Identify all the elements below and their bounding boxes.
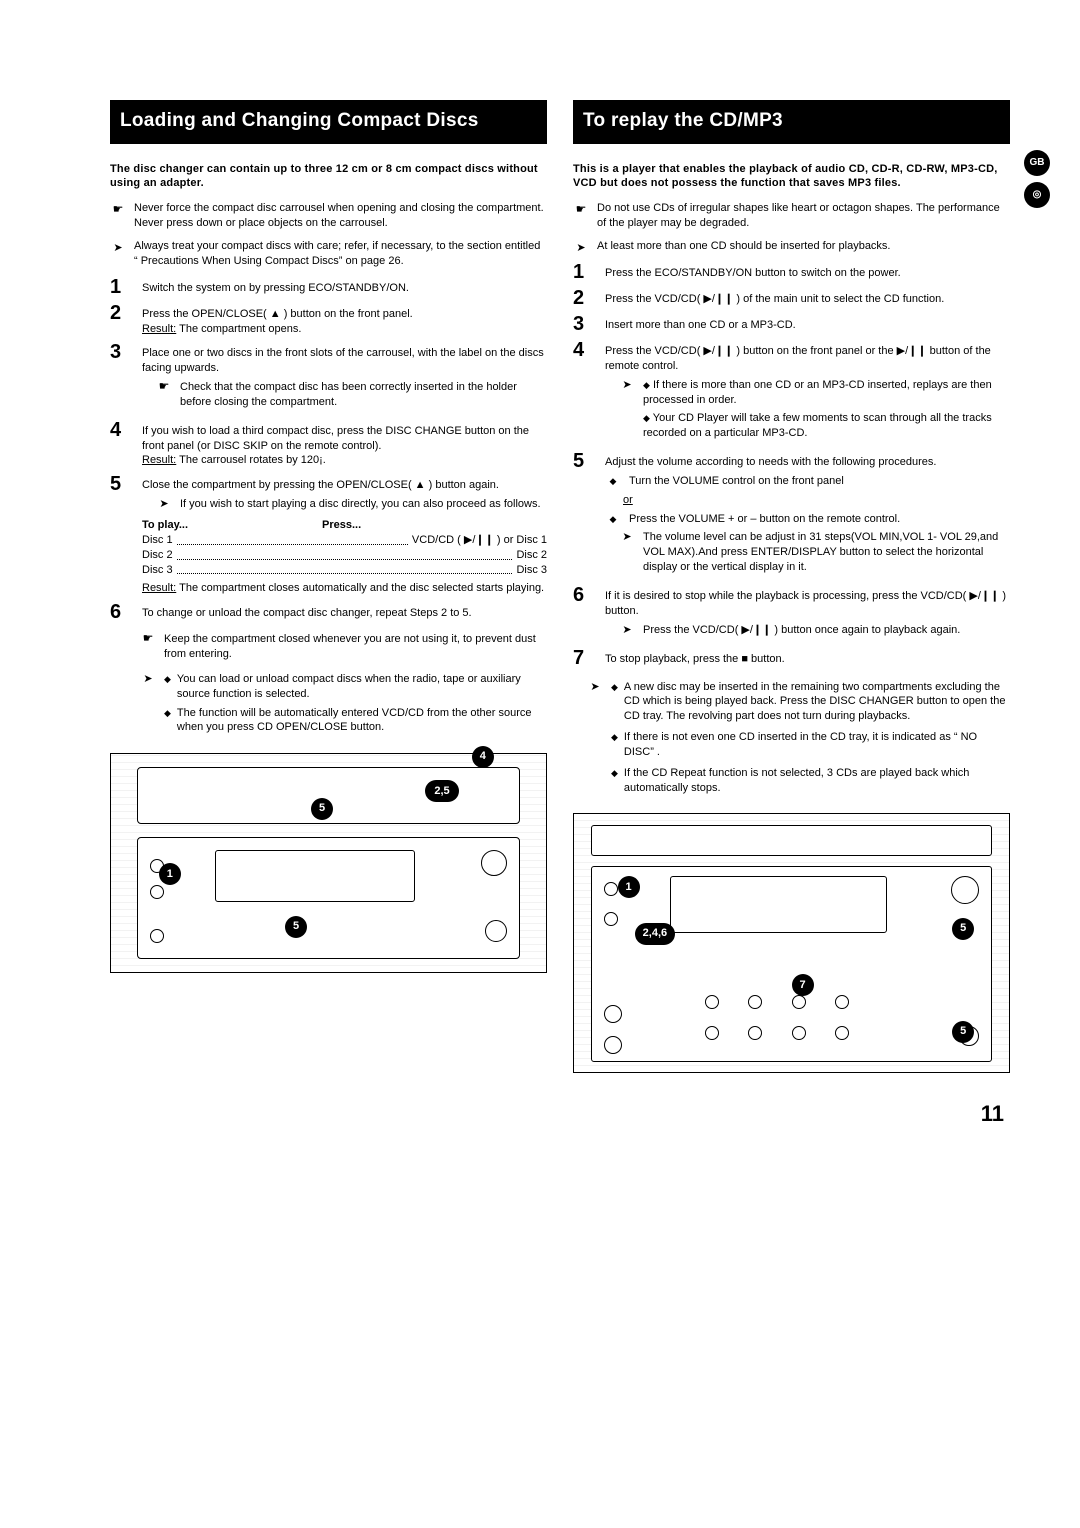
callout: 1 xyxy=(618,876,640,898)
right-step-5: 5 Adjust the volume according to needs w… xyxy=(573,451,1010,579)
left-step-1: 1 Switch the system on by pressing ECO/S… xyxy=(110,277,547,297)
table-row: Disc 3Disc 3 xyxy=(142,563,547,578)
left-step-4: 4 If you wish to load a third compact di… xyxy=(110,420,547,469)
page-number: 11 xyxy=(110,1099,1010,1129)
diamond-icon xyxy=(605,512,621,527)
diamond-icon xyxy=(605,474,621,489)
left-column: Loading and Changing Compact Discs The d… xyxy=(110,100,547,1073)
left-step-6: 6 To change or unload the compact disc c… xyxy=(110,602,547,622)
warn1a: Never force the compact disc carrousel w… xyxy=(134,202,544,214)
arrow-icon xyxy=(619,378,635,408)
callout: 5 xyxy=(311,798,333,820)
badge-gb: GB xyxy=(1024,150,1050,176)
arrow-icon xyxy=(573,239,589,254)
warn1b: Never press down or place objects on the… xyxy=(134,217,388,229)
two-column-layout: Loading and Changing Compact Discs The d… xyxy=(110,100,1010,1073)
left-intro: The disc changer can contain up to three… xyxy=(110,162,547,192)
diamond-icon xyxy=(164,672,171,702)
right-column: To replay the CD/MP3 This is a player th… xyxy=(573,100,1010,1073)
left-title: Loading and Changing Compact Discs xyxy=(110,100,547,144)
left-note-1: Keep the compartment closed whenever you… xyxy=(140,632,547,662)
hand-icon xyxy=(573,201,589,231)
diamond-icon xyxy=(611,766,618,796)
side-badges: GB ◎ xyxy=(1024,150,1050,214)
right-intro: This is a player that enables the playba… xyxy=(573,162,1010,192)
arrow-icon xyxy=(140,672,156,735)
diamond-icon xyxy=(611,730,618,760)
left-step-5: 5 Close the compartment by pressing the … xyxy=(110,474,547,596)
callout: 2,4,6 xyxy=(635,923,675,945)
right-warning-2: At least more than one CD should be inse… xyxy=(573,239,1010,254)
diamond-icon xyxy=(164,706,171,736)
right-step-2: 2Press the VCD/CD( ▶/❙❙ ) of the main un… xyxy=(573,288,1010,308)
badge-disc-icon: ◎ xyxy=(1024,182,1050,208)
left-device-diagram: 4 2,5 1 5 5 xyxy=(110,753,547,973)
callout: 1 xyxy=(159,863,181,885)
right-device-diagram: 1 2,4,6 5 7 5 xyxy=(573,813,1010,1073)
arrow-icon xyxy=(110,239,126,269)
hand-icon xyxy=(140,632,156,662)
right-step-3: 3Insert more than one CD or a MP3-CD. xyxy=(573,314,1010,334)
right-step-7: 7To stop playback, press the ■ button. xyxy=(573,648,1010,668)
right-step-6: 6 If it is desired to stop while the pla… xyxy=(573,585,1010,642)
left-step-2: 2 Press the OPEN/CLOSE( ▲ ) button on th… xyxy=(110,303,547,337)
left-warning-1: Never force the compact disc carrousel w… xyxy=(110,201,547,231)
arrow-icon xyxy=(619,623,635,638)
left-note-2: You can load or unload compact discs whe… xyxy=(140,672,547,735)
diamond-icon xyxy=(611,680,618,725)
arrow-icon xyxy=(156,497,172,512)
callout: 5 xyxy=(952,1021,974,1043)
warn2: Always treat your compact discs with car… xyxy=(134,239,547,269)
callout: 7 xyxy=(792,974,814,996)
right-warning-1: Do not use CDs of irregular shapes like … xyxy=(573,201,1010,231)
left-warning-2: Always treat your compact discs with car… xyxy=(110,239,547,269)
diamond-icon xyxy=(643,412,650,424)
callout: 5 xyxy=(285,916,307,938)
callout: 4 xyxy=(472,746,494,768)
right-title: To replay the CD/MP3 xyxy=(573,100,1010,144)
right-endnote: A new disc may be inserted in the remain… xyxy=(587,680,1010,796)
right-step-1: 1Press the ECO/STANDBY/ON button to swit… xyxy=(573,262,1010,282)
diamond-icon xyxy=(643,379,650,391)
hand-icon xyxy=(156,380,172,410)
arrow-icon xyxy=(619,530,635,575)
right-step-4: 4 Press the VCD/CD( ▶/❙❙ ) button on the… xyxy=(573,340,1010,445)
hand-icon xyxy=(110,201,126,231)
left-step-3: 3 Place one or two discs in the front sl… xyxy=(110,342,547,413)
arrow-icon xyxy=(587,680,603,796)
callout: 2,5 xyxy=(425,780,459,802)
callout: 5 xyxy=(952,918,974,940)
